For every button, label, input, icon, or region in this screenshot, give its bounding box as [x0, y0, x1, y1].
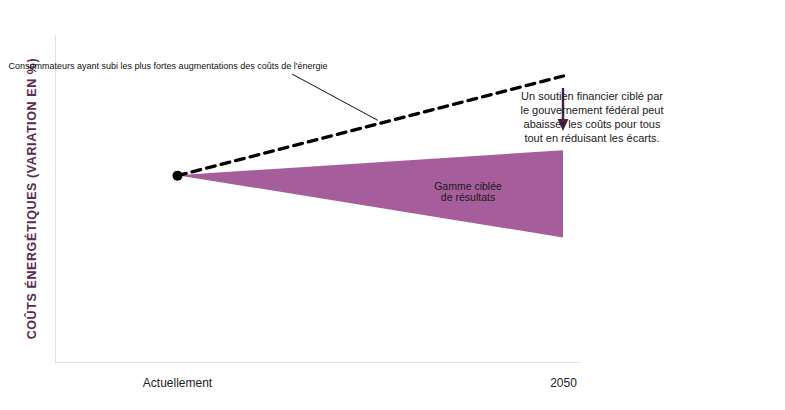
svg-text:Consommateurs ayant subi les p: Consommateurs ayant subi les plus fortes… — [9, 61, 328, 71]
svg-text:Actuellement: Actuellement — [143, 376, 213, 390]
svg-text:2050: 2050 — [550, 376, 577, 390]
svg-text:COÛTS ÉNERGÉTIQUES (VARIATION: COÛTS ÉNERGÉTIQUES (VARIATION EN %) — [24, 58, 39, 340]
svg-text:Gamme cibléede résultats: Gamme cibléede résultats — [434, 180, 502, 203]
svg-text:Un soutien financier ciblé par: Un soutien financier ciblé parle gouvern… — [520, 90, 663, 144]
